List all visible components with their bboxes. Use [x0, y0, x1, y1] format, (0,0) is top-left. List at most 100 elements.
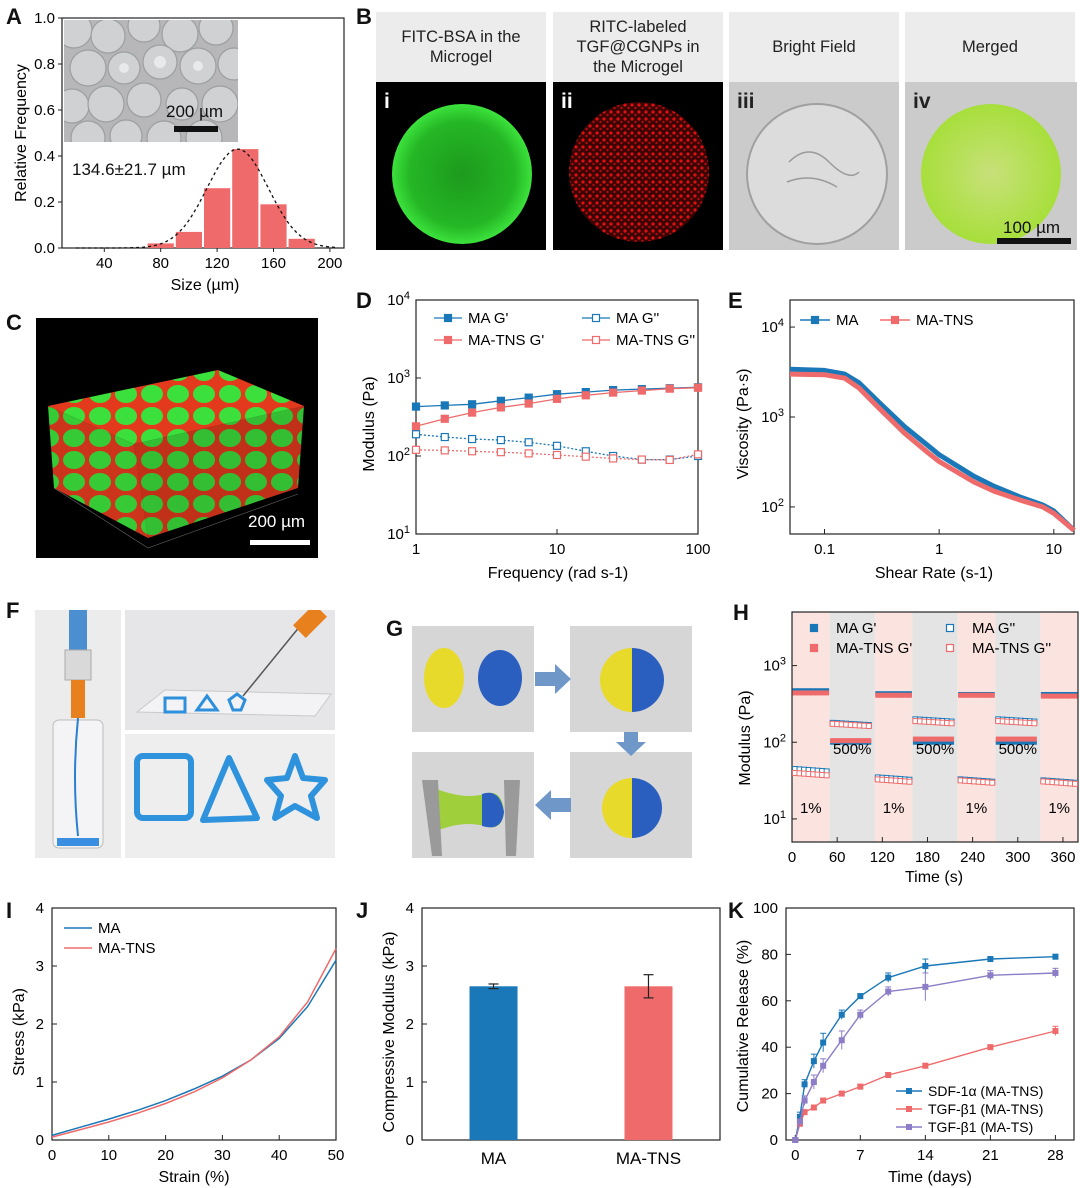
marker-d [665, 384, 674, 393]
marker-d [693, 383, 703, 392]
marker-d [524, 449, 533, 458]
marker-h [1040, 693, 1046, 699]
strain-interval [874, 612, 913, 842]
marker-d [581, 452, 590, 461]
x-axis-label-a: Size (µm) [171, 277, 240, 294]
legend-label-h: MA G'' [972, 620, 1015, 637]
plot-frame [785, 907, 1075, 1141]
marker-d [468, 408, 477, 417]
marker-h [989, 779, 996, 786]
marker-h [843, 738, 849, 744]
marker-h [971, 692, 977, 698]
marker-k [796, 1118, 803, 1125]
marker-h [1000, 739, 1006, 745]
marker-k [857, 1083, 864, 1090]
y-tick-label-i: 1 [36, 1074, 44, 1091]
marker-d [496, 435, 505, 445]
chart-a: 40 80 120 160 200 0.0 0.2 0.4 0.6 0.8 1.0 Size (µm… [13, 10, 345, 294]
marker-h [888, 692, 894, 698]
marker-d [637, 386, 646, 395]
marker-h [967, 692, 973, 698]
marker-h [884, 692, 890, 698]
marker-h [801, 690, 807, 696]
y-tick-label-i: 4 [36, 900, 44, 917]
marker-d [440, 446, 449, 455]
microscopy-title-2: RITC-labeled TGF@CGNPs in the Microgel [553, 12, 723, 82]
stretched-hydrogel-photo [412, 752, 534, 858]
marker-k [810, 1058, 817, 1065]
bar-a [260, 204, 287, 248]
x-tick-label-h: 300 [1005, 849, 1030, 866]
axes-j: 0 1 2 3 4 MA MA-TNS [406, 900, 721, 1168]
y-tick-label-a: 0.6 [34, 102, 55, 119]
inset-scale-label: 200 µm [166, 102, 224, 121]
marker-d [411, 402, 421, 411]
y-axis-label-j: Compressive Modulus (kPa) [381, 932, 398, 1133]
x-tick-label-k: 14 [917, 1147, 934, 1164]
marker-h [944, 739, 950, 745]
marker-h [926, 736, 932, 742]
marker-d [552, 394, 562, 403]
y-axis-label-a: Relative Frequency [13, 64, 30, 202]
gaussian-fit-curve [76, 148, 336, 249]
y-tick-label-e: 104 [761, 317, 784, 336]
x-tick-label-k: 28 [1047, 1147, 1064, 1164]
marker-h [1049, 693, 1055, 699]
scale-label-b: 100 µm [1003, 218, 1061, 237]
series-d [411, 383, 703, 465]
marker-h [930, 739, 936, 745]
panel-label-g: G [386, 616, 404, 641]
y-tick-label-e: 102 [761, 497, 784, 516]
panel-label-d: D [356, 288, 372, 313]
x-axis-label-k: Time (days) [888, 1169, 972, 1186]
marker-k [1052, 969, 1059, 976]
marker-d [693, 450, 703, 459]
marker-d [468, 447, 477, 456]
axes-a: 40 80 120 160 200 0.0 0.2 0.4 0.6 0.8 1.0 [34, 10, 345, 272]
legend-marker-d [443, 313, 453, 323]
legend-label-e: MA-TNS [916, 312, 974, 329]
marker-h [912, 736, 918, 742]
marker-k [885, 988, 892, 995]
marker-k [820, 1097, 827, 1104]
strain-label-h: 500% [833, 741, 871, 758]
ritc-image: ii [553, 82, 723, 250]
marker-h [1058, 693, 1064, 699]
legend-marker-k [906, 1106, 912, 1112]
marker-h [949, 736, 955, 742]
marker-k [857, 1011, 864, 1018]
marker-h [940, 736, 946, 742]
legend-marker-h [809, 623, 819, 633]
y-tick-label-i: 3 [36, 958, 44, 975]
marker-h [1054, 693, 1060, 699]
merged-image: iv 100 µm [905, 82, 1077, 250]
y-tick-label-d: 103 [387, 368, 410, 387]
y-tick-label-h: 103 [763, 656, 786, 675]
marker-h [819, 690, 825, 696]
marker-h [958, 692, 964, 698]
panel-label-c: C [6, 310, 22, 335]
legend-label-h: MA G' [836, 620, 877, 637]
x-tick-label-e: 1 [935, 541, 943, 558]
microscopy-title-4: Merged [905, 12, 1075, 82]
panel-label-j: J [356, 898, 369, 923]
x-axis-label-e: Shear Rate (s-1) [875, 565, 993, 582]
marker-h [1027, 736, 1033, 742]
legend-label-i: MA-TNS [98, 940, 156, 957]
microscopy-title-3: Bright Field [729, 12, 899, 82]
legend-marker-k [906, 1124, 912, 1130]
x-tick-label-a: 120 [205, 255, 230, 272]
x-tick-label-h: 60 [829, 849, 846, 866]
marker-h [1031, 720, 1038, 727]
y-axis-label-h: Modulus (Pa) [737, 690, 754, 785]
marker-h [948, 720, 955, 727]
panel-label-e: E [728, 288, 743, 313]
marker-h [1000, 736, 1006, 742]
x-tick-label-a: 160 [261, 255, 286, 272]
microscopy-title-1: FITC-BSA in the Microgel [376, 12, 546, 82]
y-tick-label-k: 20 [761, 1086, 778, 1103]
marker-h [1027, 739, 1033, 745]
legend-label-d: MA-TNS G'' [616, 332, 695, 349]
marker-h [944, 736, 950, 742]
